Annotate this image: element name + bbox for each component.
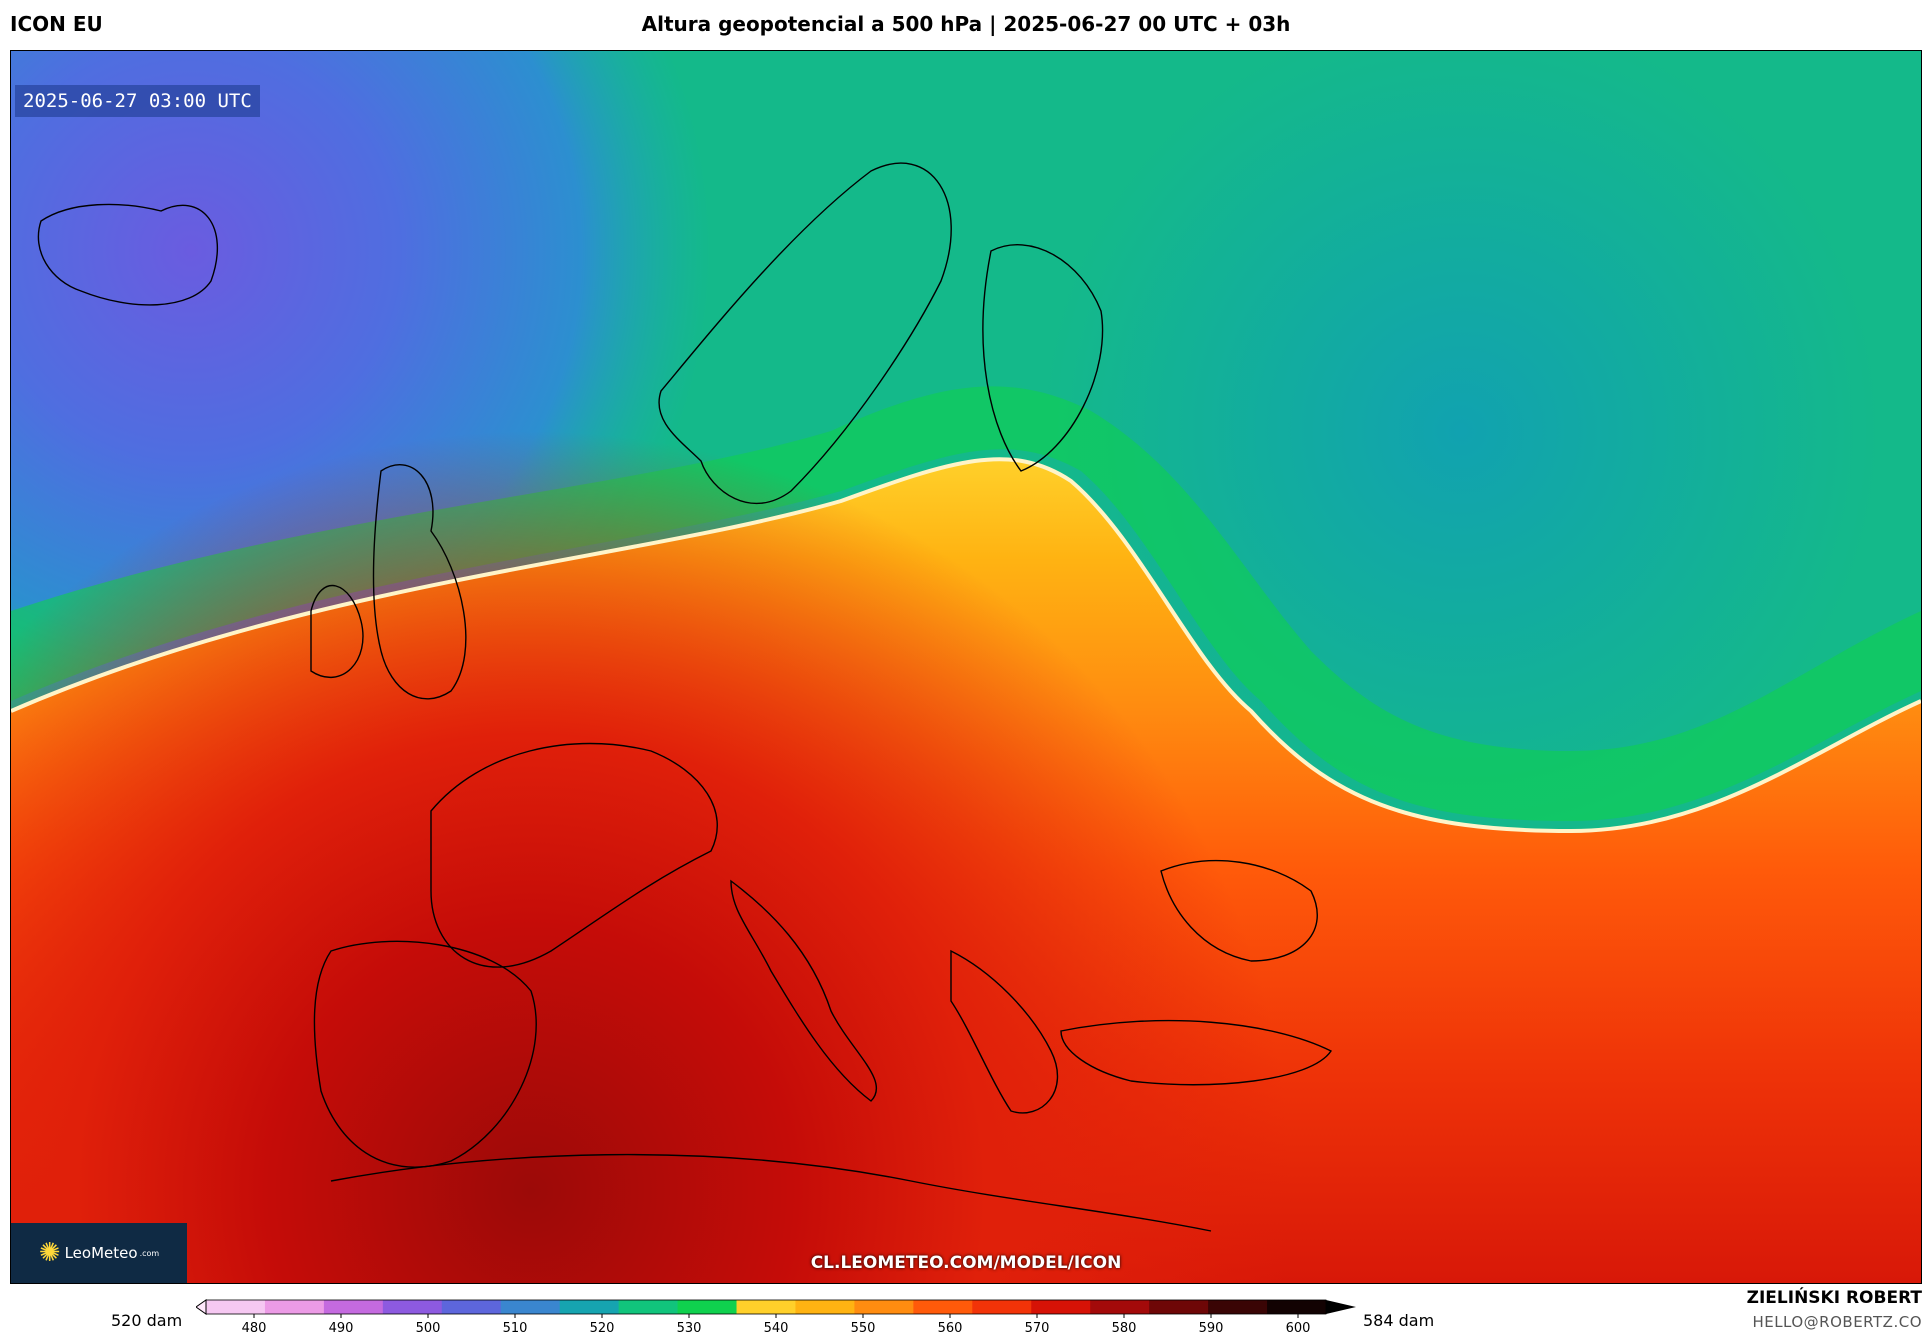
colorbar-min-extend <box>196 1299 207 1315</box>
colorbar-swatch <box>677 1300 738 1314</box>
colorbar-ticks: 480 490 500 510 520 530 540 550 560 570 580 590 600 <box>242 1314 1311 1336</box>
colorbar-max-extend <box>1326 1300 1356 1314</box>
map-panel: 2025-06-27 03:00 UTC ✺ LeoMeteo .com CL.… <box>10 50 1922 1284</box>
high-height-core <box>11 51 1921 1283</box>
scandinavia-coast <box>658 162 952 504</box>
colorbar-outline <box>205 1299 1327 1315</box>
colorbar-tick-label: 510 <box>503 1321 528 1336</box>
colorbar-right-label: 584 dam <box>1363 1311 1435 1330</box>
greece-coast <box>950 949 1058 1114</box>
ireland-coast <box>310 584 364 678</box>
colorbar-swatch <box>1149 1300 1209 1314</box>
colorbar-swatch <box>913 1300 973 1314</box>
iceland-coast <box>37 203 219 306</box>
coastlines <box>37 162 1333 1232</box>
colorbar-swatch <box>736 1300 796 1314</box>
leometeo-logo: ✺ LeoMeteo .com <box>11 1223 187 1283</box>
colorbar-swatch <box>323 1300 384 1314</box>
sun-icon: ✺ <box>38 1238 61 1268</box>
colorbar-tick-label: 520 <box>590 1321 615 1336</box>
colorbar-tick-label: 530 <box>677 1321 702 1336</box>
colorbar-tick-label: 500 <box>416 1321 441 1336</box>
colorbar-swatch <box>1208 1300 1268 1314</box>
finland-coast <box>982 244 1104 472</box>
geopotential-map <box>11 51 1921 1283</box>
source-url: CL.LEOMETEO.COM/MODEL/ICON <box>810 1253 1122 1273</box>
colorbar-tick-label: 480 <box>242 1321 267 1336</box>
author-name: ZIELIŃSKI ROBERT <box>1746 1288 1922 1308</box>
contour-552 <box>11 457 1921 834</box>
colorbar-tick-label: 540 <box>764 1321 789 1336</box>
colorbar-tick-label: 570 <box>1025 1321 1050 1336</box>
colorbar-swatch <box>972 1300 1032 1314</box>
valid-time-badge: 2025-06-27 03:00 UTC <box>15 85 260 117</box>
black-sea-coast <box>1160 859 1318 962</box>
turkey-coast <box>1060 1019 1333 1086</box>
britain-coast <box>372 464 467 700</box>
colorbar-left-label: 520 dam <box>111 1311 183 1330</box>
author-email: HELLO@ROBERTZ.CO <box>1752 1313 1922 1331</box>
colorbar-swatch <box>264 1300 325 1314</box>
colorbar-swatch <box>206 1300 266 1314</box>
map-title: Altura geopotencial a 500 hPa | 2025-06-… <box>641 12 1291 36</box>
colorbar-swatch <box>500 1300 561 1314</box>
colorbar-swatch <box>1031 1300 1091 1314</box>
colorbar-swatch <box>854 1300 914 1314</box>
colorbar-swatch <box>1267 1300 1327 1314</box>
north-africa-coast <box>330 1153 1212 1232</box>
logo-suffix: .com <box>139 1248 160 1258</box>
colorbar-tick-label: 490 <box>329 1321 354 1336</box>
colorbar-tick-label: 550 <box>851 1321 876 1336</box>
france-coast <box>430 742 718 968</box>
colorbar-tick-label: 600 <box>1286 1321 1311 1336</box>
colorbar-swatch <box>382 1300 443 1314</box>
italy-coast <box>730 879 878 1102</box>
colorbar-swatch <box>795 1300 855 1314</box>
colorbar-tick-label: 580 <box>1112 1321 1137 1336</box>
colorbar: 480 490 500 510 520 530 540 550 560 570 580 590 600 <box>196 1299 1356 1336</box>
colorbar-swatch <box>559 1300 620 1314</box>
colorbar-swatches <box>196 1299 1356 1315</box>
colorbar-swatch <box>618 1300 679 1314</box>
colorbar-swatch <box>441 1300 502 1314</box>
colorbar-swatch <box>1090 1300 1150 1314</box>
iberia-coast <box>313 940 537 1168</box>
colorbar-tick-label: 560 <box>938 1321 963 1336</box>
model-label: ICON EU <box>10 12 103 36</box>
logo-text: LeoMeteo <box>64 1244 138 1262</box>
colorbar-tick-label: 590 <box>1199 1321 1224 1336</box>
